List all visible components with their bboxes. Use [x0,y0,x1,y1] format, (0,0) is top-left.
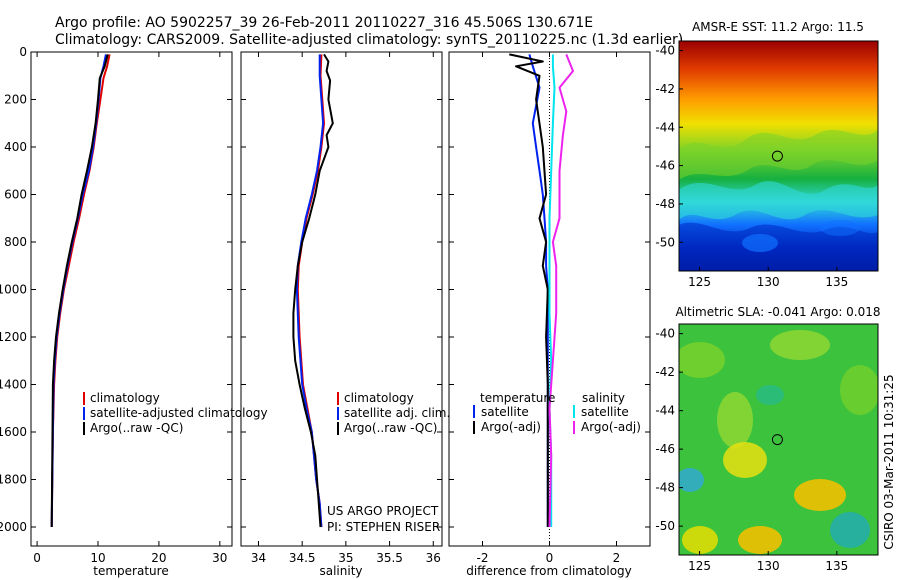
x-tick-label: 20 [151,551,166,565]
sst-map-title: AMSR-E SST: 11.2 Argo: 11.5 [692,20,864,34]
y-tick-label: 800 [4,235,27,249]
legend-title-salinity: salinity [582,391,625,405]
temperature-plot-frame [30,51,233,547]
depth-axis: 0 200 400 600 800 1000 1200 1400 1600 1800 2000 [0,45,650,534]
map-y-tick-label: -44 [655,404,675,418]
x-tick-label: 0 [33,551,41,565]
map-y-tick-label: -42 [655,82,675,96]
series-line-satellite-adjusted-climatology [50,54,107,528]
x-tick-label: 34 [251,551,266,565]
sla-map-axes: 125 130 135 -40 -42 -44 -46 -48 -50 [655,327,848,573]
x-tick-label: 35 [338,551,353,565]
sla-map-frame [678,323,879,556]
legend-label: Argo(-adj) [581,420,641,434]
y-tick-label: 1000 [0,283,27,297]
salinity-xlabel: salinity [319,564,362,578]
x-tick-label: 10 [90,551,105,565]
map-y-tick-label: -50 [655,519,675,533]
series-line-argo-raw-qc [292,53,334,528]
y-tick-label: 200 [4,93,27,107]
salinity-series [292,53,334,528]
y-tick-label: 1400 [0,378,27,392]
y-tick-label: 600 [4,188,27,202]
legend-label: satellite adj. clim. [344,406,450,420]
legend-label: climatology [90,391,160,405]
sst-map-axes: 125 130 135 -40 -42 -44 -46 -48 -50 [655,44,848,289]
x-tick-label: -2 [477,551,489,565]
legend-label: Argo(..raw -QC) [344,421,437,435]
map-x-tick-label: 125 [688,559,711,573]
temperature-legend: climatology satellite-adjusted climatolo… [83,391,268,435]
legend-label: satellite [481,405,529,419]
map-y-tick-label: -50 [655,235,675,249]
y-tick-label: 1600 [0,425,27,439]
y-tick-label: 2000 [0,520,27,534]
map-x-tick-label: 135 [825,275,848,289]
figure-title-line2: Climatology: CARS2009. Satellite-adjuste… [55,32,683,48]
sst-map-image [679,41,878,271]
temperature-xlabel: temperature [93,564,168,578]
salinity-plot-frame [240,51,443,547]
salinity-x-axis: 34 34.5 35 35.5 36 [251,52,441,565]
legend-label: climatology [344,391,414,405]
map-x-tick-label: 135 [825,559,848,573]
argo-position-marker [771,434,783,446]
legend-title-temperature: temperature [480,391,555,405]
difference-xlabel: difference from climatology [466,564,632,578]
legend-label: satellite-adjusted climatology [90,406,268,420]
pi-annotation: PI: STEPHEN RISER [327,520,440,534]
series-line-salinity-argo-adj [548,54,574,528]
temperature-x-axis: 0 10 20 30 [33,52,227,565]
series-line-climatology [50,54,111,528]
series-line-satellite-adj-clim [295,54,325,528]
legend-label: Argo(..raw -QC) [90,421,183,435]
x-tick-label: 36 [426,551,441,565]
map-y-tick-label: -42 [655,365,675,379]
map-x-tick-label: 125 [688,275,711,289]
map-y-tick-label: -44 [655,120,675,134]
y-tick-label: 1800 [0,473,27,487]
difference-series [509,53,574,528]
figure-title-line1: Argo profile: AO 5902257_39 26-Feb-2011 … [55,15,593,31]
legend-label: satellite [581,405,629,419]
y-tick-label: 400 [4,140,27,154]
map-y-tick-label: -46 [655,442,675,456]
x-tick-label: 2 [613,551,621,565]
salinity-legend: climatology satellite adj. clim. Argo(..… [337,391,450,435]
series-line-temperature-satellite [528,54,549,527]
series-line-climatology [296,54,325,528]
sla-map-image [679,324,878,555]
argo-position-marker [771,150,783,162]
legend-label: Argo(-adj) [481,420,541,434]
map-x-tick-label: 130 [757,559,780,573]
sla-map-title: Altimetric SLA: -0.041 Argo: 0.018 [675,305,880,319]
map-y-tick-label: -46 [655,159,675,173]
temperature-series [50,54,111,528]
sst-map-frame [678,40,879,272]
map-y-tick-label: -48 [655,481,675,495]
series-line-temperature-argo-adj [509,53,549,527]
y-tick-label: 0 [19,45,27,59]
difference-legend: temperature satellite Argo(-adj) salinit… [473,391,641,434]
x-tick-label: 35.5 [376,551,403,565]
x-tick-label: 30 [212,551,227,565]
x-tick-label: 0 [546,551,554,565]
map-y-tick-label: -40 [655,44,675,58]
project-annotation: US ARGO PROJECT [327,504,439,518]
timestamp-label: CSIRO 03-Mar-2011 10:31:25 [882,374,896,549]
map-x-tick-label: 130 [757,275,780,289]
x-tick-label: 34.5 [289,551,316,565]
series-line-argo-raw-qc [50,54,109,528]
map-y-tick-label: -48 [655,197,675,211]
y-tick-label: 1200 [0,330,27,344]
map-y-tick-label: -40 [655,327,675,341]
difference-x-axis: -2 0 2 [477,52,621,565]
